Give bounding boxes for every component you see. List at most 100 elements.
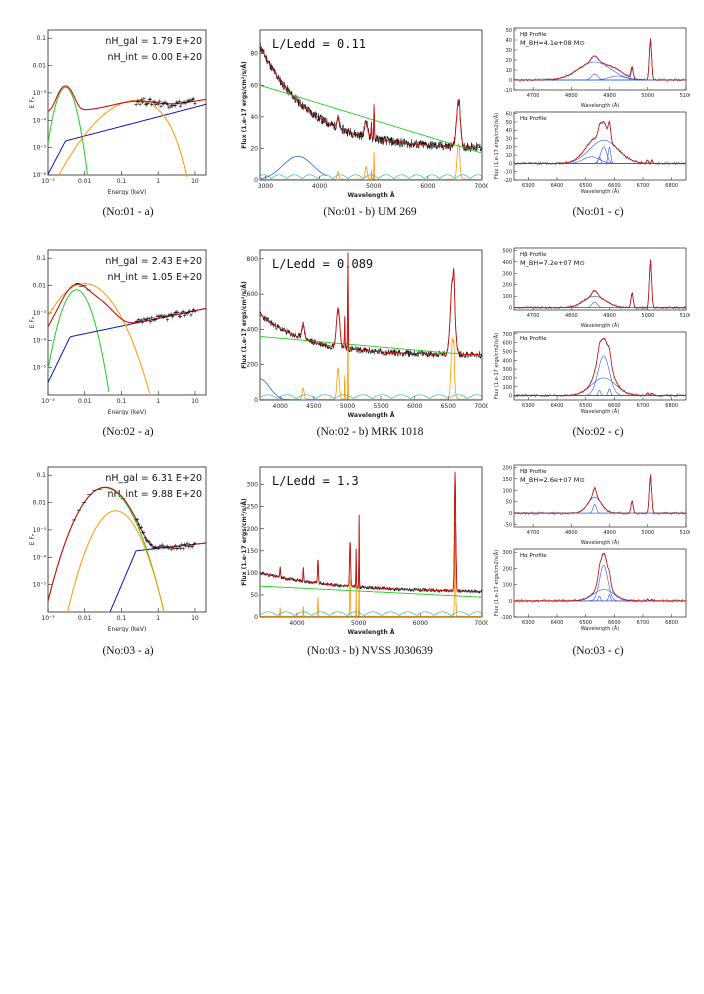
hbeta-x-axis-label: Wavelength (Å) xyxy=(581,102,620,109)
hbeta-x-axis-label: Wavelength (Å) xyxy=(581,322,620,329)
y-tick-label: 0.01 xyxy=(33,500,47,507)
y-tick-label: 20 xyxy=(250,145,258,152)
emission-line-components xyxy=(260,521,482,617)
observed-profile-line xyxy=(513,259,687,310)
x-tick-label: 6300 xyxy=(522,403,535,409)
caption-1b: (No:01 - b) UM 269 xyxy=(323,206,417,218)
y-axis-label: Flux (1.e-17 ergs/cm²/s/Å) xyxy=(241,61,248,149)
y-tick-label: 10⁻⁴ xyxy=(33,337,47,344)
figure-row-1: 10⁻³ 0.01 0.1 1 10 0.1 0.01 10⁻³ 10⁻⁴ 10⁻⁵ 10⁻⁶ Ene… xyxy=(0,25,704,225)
hbeta-profile-label: Hβ Profile xyxy=(520,252,547,258)
x-tick-label: 6600 xyxy=(608,403,621,409)
powerlaw-component-line xyxy=(47,308,207,383)
y-tick-label: 50 xyxy=(506,500,512,506)
black-hole-mass-label: M_BH=7.2e+07 M⊙ xyxy=(520,259,585,267)
y-tick-label: 20 xyxy=(506,58,512,64)
y-tick-label: 200 xyxy=(502,566,512,572)
black-hole-mass-label: M_BH=2.6e+07 M⊙ xyxy=(520,476,585,484)
y-tick-label: 800 xyxy=(247,256,259,263)
y-axis-label: Flux (1.e-17 ergs/cm2/s/Å) xyxy=(493,333,500,399)
x-tick-label: 6800 xyxy=(665,183,678,189)
hbeta-plot-frame xyxy=(513,27,687,91)
y-tick-label: 60 xyxy=(506,112,512,118)
y-tick-label: 0.01 xyxy=(33,283,47,290)
x-tick-label: 10⁻³ xyxy=(41,398,55,405)
y-axis-label: E Fₑ xyxy=(29,316,36,328)
caption-1c: (No:01 - c) xyxy=(572,206,624,218)
x-tick-label: 6400 xyxy=(551,183,564,189)
y-tick-label: 150 xyxy=(502,477,512,483)
y-tick-label: 0 xyxy=(509,394,512,400)
x-tick-label: 6500 xyxy=(579,403,592,409)
y-tick-label: 0 xyxy=(509,511,512,517)
x-tick-label: 10 xyxy=(191,398,199,405)
comptonization-component-line xyxy=(47,283,151,394)
x-tick-label: 0.1 xyxy=(117,398,127,405)
gaussian-component-line xyxy=(514,295,686,309)
black-hole-mass-label: M_BH=4.1e+08 M⊙ xyxy=(520,39,585,47)
y-tick-label: 10⁻³ xyxy=(33,310,47,317)
profile-fit-line xyxy=(514,120,686,164)
observed-profile-line xyxy=(513,476,687,516)
x-tick-label: 5000 xyxy=(641,313,654,319)
optical-spectrum-chart-1: 3000 4000 5000 6000 7000 0 20 40 60 80 Wavelength … xyxy=(241,29,488,199)
x-tick-label: 7000 xyxy=(474,620,488,627)
optical-spectrum-panel-3: 4000 5000 6000 7000 0 50 100 150 200 250 300 Wavele… xyxy=(238,462,488,637)
x-tick-label: 6700 xyxy=(637,183,650,189)
halpha-plot-frame xyxy=(513,111,687,181)
y-tick-label: 200 xyxy=(247,526,259,533)
x-tick-label: 6400 xyxy=(551,620,564,626)
profile-fit-line xyxy=(514,260,686,309)
y-tick-label: 10⁻³ xyxy=(33,90,47,97)
x-tick-label: 6500 xyxy=(579,183,592,189)
y-tick-label: 0 xyxy=(509,306,512,312)
caption-3c: (No:03 - c) xyxy=(572,645,624,657)
powerlaw-continuum-line xyxy=(259,585,483,598)
y-tick-label: 0 xyxy=(254,397,258,404)
y-tick-label: 300 xyxy=(502,367,512,373)
y-tick-label: 20 xyxy=(506,145,512,151)
powerlaw-continuum-line xyxy=(259,336,481,357)
gaussian-component-line xyxy=(514,589,686,602)
y-tick-label: 0 xyxy=(509,78,512,84)
x-tick-label: 7000 xyxy=(474,403,488,410)
emission-line-components xyxy=(260,143,482,180)
halpha-x-axis-label: Wavelength (Å) xyxy=(581,408,620,415)
y-tick-label: 10⁻⁴ xyxy=(33,117,47,124)
x-axis-label: Wavelength Å xyxy=(348,629,395,636)
y-tick-label: 0 xyxy=(509,599,512,605)
x-tick-label: 6300 xyxy=(522,620,535,626)
y-tick-label: 500 xyxy=(502,248,512,254)
y-tick-label: 600 xyxy=(502,341,512,347)
x-tick-label: 0.01 xyxy=(78,615,92,622)
y-tick-label: 700 xyxy=(502,332,512,338)
powerlaw-component-line xyxy=(109,542,207,612)
x-tick-label: 6600 xyxy=(608,183,621,189)
y-tick-label: 100 xyxy=(502,294,512,300)
x-tick-label: 4800 xyxy=(565,93,578,99)
y-axis-label: E Fₑ xyxy=(29,533,36,545)
x-tick-label: 1 xyxy=(156,615,160,622)
x-tick-label: 4700 xyxy=(527,93,540,99)
y-tick-label: 100 xyxy=(502,583,512,589)
comptonization-component-line xyxy=(66,510,165,614)
hbeta-plot-frame xyxy=(513,464,687,528)
eddington-ratio-annotation: L/Ledd = 0.089 xyxy=(272,257,373,271)
plot-frame xyxy=(259,29,483,181)
gaussian-component-line xyxy=(514,390,686,396)
y-tick-label: 10⁻⁶ xyxy=(33,172,47,179)
x-tick-label: 6800 xyxy=(665,403,678,409)
x-tick-label: 1 xyxy=(156,398,160,405)
y-tick-label: 10 xyxy=(506,68,512,74)
y-tick-label: 0.1 xyxy=(36,255,46,262)
gaussian-component-line xyxy=(514,292,686,309)
y-tick-label: 500 xyxy=(502,349,512,355)
x-axis-label: Energy (keV) xyxy=(108,189,147,195)
caption-3a: (No:03 - a) xyxy=(102,645,154,657)
halpha-x-axis-label: Wavelength (Å) xyxy=(581,188,620,195)
